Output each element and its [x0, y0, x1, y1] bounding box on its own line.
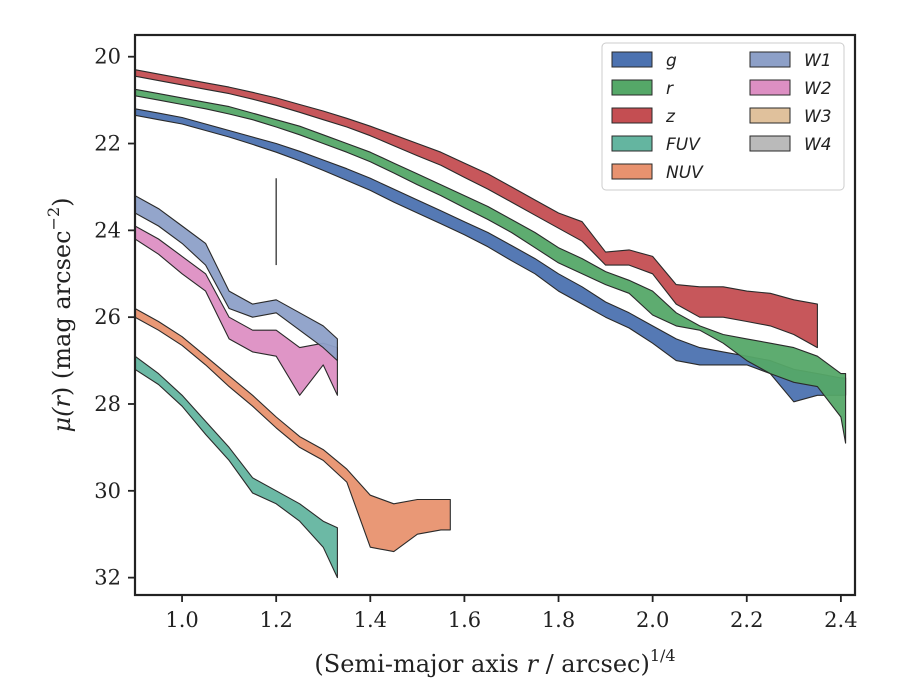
legend-swatch-fuv — [611, 135, 653, 152]
legend-swatch-w2 — [749, 79, 791, 96]
legend-swatch-z — [611, 107, 653, 124]
legend-label-w1: W1 — [804, 51, 832, 71]
legend-label-w2: W2 — [804, 79, 832, 99]
legend-label-z: z — [665, 107, 676, 127]
band-fuv — [135, 355, 338, 579]
x-tick-label: 1.6 — [448, 608, 481, 632]
y-tick-label: 28 — [94, 392, 121, 416]
legend-swatch-w4 — [749, 135, 791, 152]
x-tick-label: 1.4 — [354, 608, 387, 632]
legend: grz FUV NUV W1 W2 W3 W4 — [601, 42, 845, 191]
legend-swatch-r — [611, 79, 653, 96]
legend-label-w3: W3 — [804, 107, 832, 127]
band-w1 — [135, 195, 338, 362]
x-tick-label: 1.8 — [542, 608, 575, 632]
y-tick-label: 22 — [94, 132, 121, 156]
y-tick-label: 26 — [94, 305, 121, 329]
profile-bands — [135, 69, 847, 579]
legend-label-r: r — [666, 79, 674, 99]
legend-swatch-w3 — [749, 107, 791, 124]
legend-label-w4: W4 — [804, 135, 832, 155]
x-axis-label: (Semi-major axis r / arcsec)1/4 — [314, 646, 675, 678]
legend-label-fuv: FUV — [666, 135, 701, 155]
x-tick-label: 2.2 — [730, 608, 763, 632]
x-tick-label: 1.0 — [165, 608, 198, 632]
x-tick-label: 1.2 — [259, 608, 292, 632]
x-tick-label: 2.0 — [636, 608, 669, 632]
y-tick-label: 30 — [94, 479, 121, 503]
y-axis-label: μ(r) (mag arcsec−2) — [44, 197, 76, 432]
band-nuv — [135, 307, 451, 553]
legend-swatch-w1 — [749, 51, 791, 68]
y-tick-label: 32 — [94, 566, 121, 590]
y-tick-label: 20 — [94, 45, 121, 69]
band-z — [135, 69, 818, 349]
band-r — [135, 88, 847, 444]
band-w2 — [135, 225, 338, 396]
x-tick-label: 2.4 — [824, 608, 857, 632]
legend-swatch-g — [611, 51, 653, 68]
axes: 1.0 1.2 1.4 1.6 1.8 2.0 2.2 2.4 20 22 24 26 28 30 32 — [94, 33, 858, 632]
legend-swatch-nuv — [611, 163, 653, 180]
legend-label-g: g — [666, 51, 677, 71]
plot-frame — [133, 33, 857, 597]
y-tick-label: 24 — [94, 218, 121, 242]
legend-label-nuv: NUV — [666, 163, 704, 183]
